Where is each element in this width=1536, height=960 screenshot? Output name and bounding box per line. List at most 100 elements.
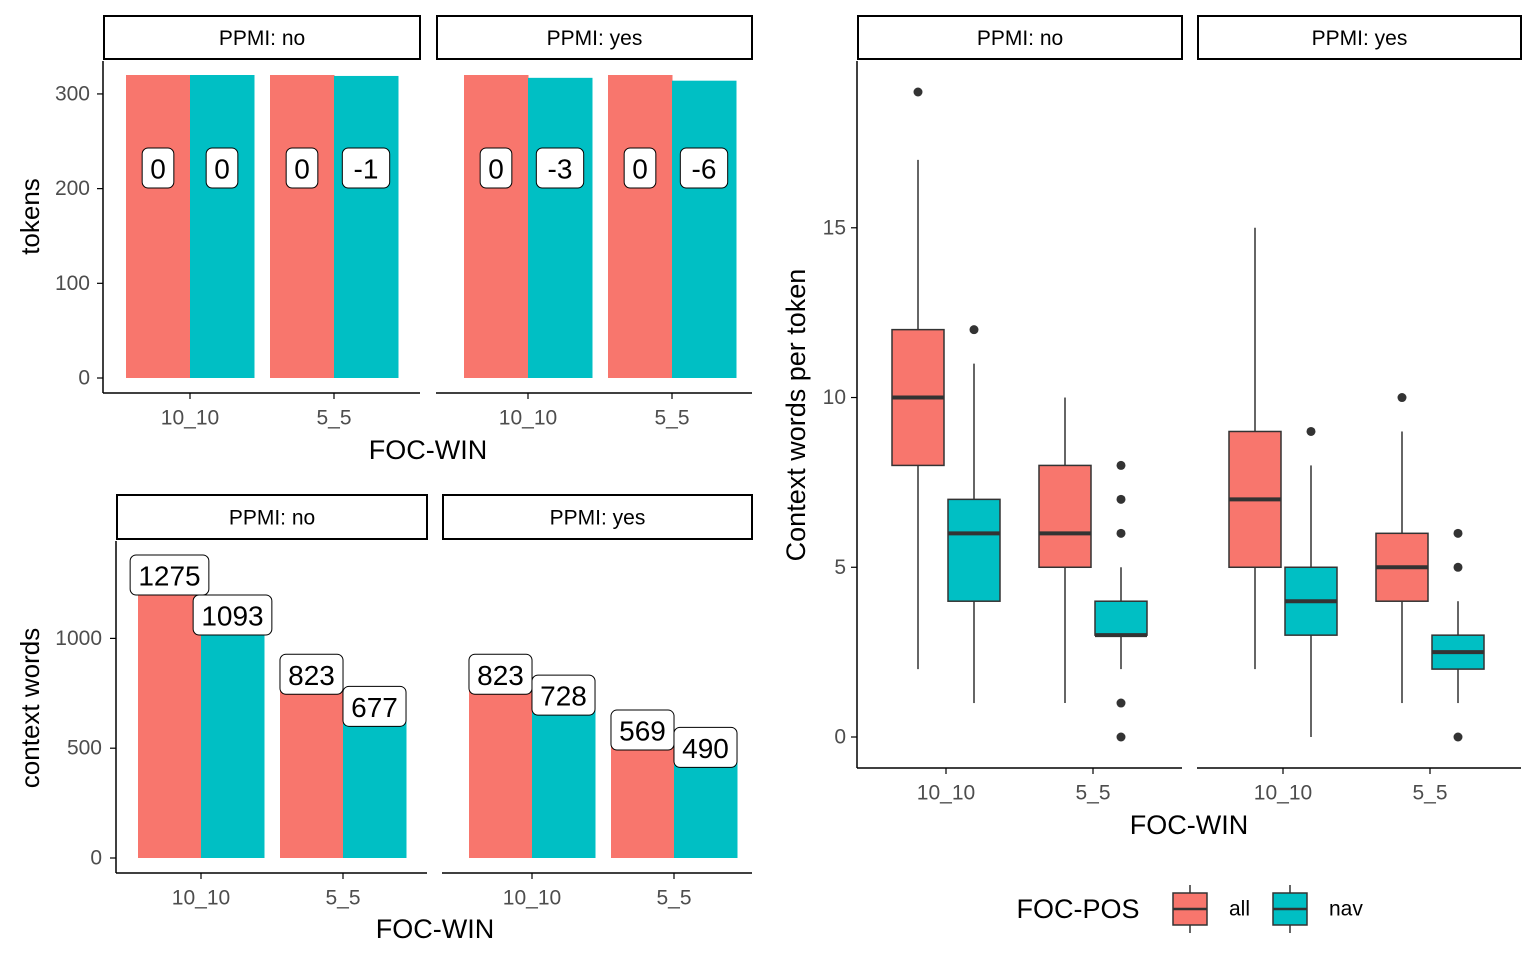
boxplot-outlier-1-3-0 <box>1453 562 1463 572</box>
tokens-ytick-label-2: 200 <box>55 177 90 200</box>
tokens-label-1-nav-0: -3 <box>548 154 573 185</box>
context-label-box-0-nav-1 <box>342 685 407 727</box>
context-bar-0-all-1 <box>280 677 344 858</box>
tokens-label-0-nav-1: -1 <box>354 154 379 185</box>
boxplot-xtick-label-0-0: 10_10 <box>917 782 975 805</box>
tokens-label-box-0-all-1 <box>285 147 319 189</box>
tokens-strip-1-box <box>436 15 753 60</box>
boxplot-box-0-3 <box>1094 600 1148 636</box>
boxplot-outlier-1-3-2 <box>1453 732 1463 742</box>
context-label-0-nav-0: 1093 <box>201 600 263 631</box>
boxplot-outlier-0-3-1 <box>1116 494 1126 504</box>
tokens-label-box-0-nav-0 <box>205 147 239 189</box>
context-xtick-label-1-0: 10_10 <box>503 887 561 910</box>
tokens-bar-0-nav-1 <box>334 75 399 379</box>
tokens-xtick-label-1-1: 5_5 <box>654 407 689 430</box>
boxplot-xlabel: FOC-WIN <box>1130 810 1248 840</box>
tokens-label-0-nav-0: 0 <box>214 154 230 185</box>
context-label-1-all-0: 823 <box>477 660 524 691</box>
boxplot-xtick-label-0-1: 5_5 <box>1075 782 1110 805</box>
boxplot-strip-0-label: PPMI: no <box>977 27 1063 50</box>
tokens-label-box-0-all-0 <box>141 147 175 189</box>
tokens-xtick-label-0-0: 10_10 <box>161 407 219 430</box>
tokens-ytick-label-1: 100 <box>55 272 90 295</box>
boxplot-outlier-1-3-1 <box>1453 528 1463 538</box>
context-bar-1-all-0 <box>469 677 533 858</box>
boxplot-xtick-label-1-1: 5_5 <box>1412 782 1447 805</box>
context-label-0-nav-1: 677 <box>351 692 398 723</box>
tokens-bar-1-nav-1 <box>672 80 737 379</box>
tokens-strip-0-box <box>103 15 421 60</box>
context-label-1-all-1: 569 <box>619 716 666 747</box>
tokens-label-box-1-nav-1 <box>679 147 729 189</box>
context-bar-1-all-1 <box>611 733 675 858</box>
context-bar-0-nav-0 <box>201 617 265 858</box>
context-bar-1-nav-0 <box>532 698 596 858</box>
boxplot-ytick-label-1: 5 <box>834 556 846 579</box>
context-bar-1-nav-1 <box>674 750 738 858</box>
tokens-xtick-label-1-0: 10_10 <box>499 407 557 430</box>
tokens-label-1-nav-1: -6 <box>692 154 717 185</box>
boxplot-outlier-0-3-2 <box>1116 460 1126 470</box>
context-label-box-1-all-0 <box>468 653 533 695</box>
boxplot-outlier-1-2-0 <box>1397 393 1407 403</box>
context-label-box-1-all-1 <box>610 709 675 751</box>
boxplot-ytick-label-3: 15 <box>823 216 846 239</box>
legend-label-nav: nav <box>1329 898 1363 921</box>
tokens-ytick-label-0: 0 <box>78 367 90 390</box>
context-label-box-1-nav-0 <box>531 674 596 716</box>
tokens-label-box-1-all-0 <box>479 147 513 189</box>
boxplot-outlier-0-1-0 <box>969 325 979 335</box>
tokens-xlabel: FOC-WIN <box>369 435 487 465</box>
tokens-bar-1-all-1 <box>608 75 673 378</box>
context-xtick-label-1-1: 5_5 <box>656 887 691 910</box>
context-ylabel: context words <box>15 628 45 788</box>
tokens-label-box-1-all-1 <box>623 147 657 189</box>
tokens-ylabel: tokens <box>15 178 45 255</box>
legend-title: FOC-POS <box>1016 894 1139 924</box>
context-ytick-label-1: 500 <box>67 737 102 760</box>
boxplot-box-0-2 <box>1038 464 1092 569</box>
tokens-bar-0-nav-0 <box>190 75 255 378</box>
boxplot-ytick-label-0: 0 <box>834 726 846 749</box>
boxplot-outlier-0-3-0 <box>1116 528 1126 538</box>
boxplot-outlier-0-3-3 <box>1116 698 1126 708</box>
context-label-box-0-all-0 <box>129 554 210 596</box>
boxplot-box-0-1 <box>947 498 1001 602</box>
context-label-box-1-nav-1 <box>673 726 738 768</box>
boxplot-strip-1-label: PPMI: yes <box>1312 27 1408 50</box>
tokens-bar-0-all-1 <box>270 75 335 378</box>
tokens-label-0-all-0: 0 <box>150 154 166 185</box>
tokens-bar-1-nav-0 <box>528 77 593 378</box>
context-xtick-label-0-1: 5_5 <box>325 887 360 910</box>
tokens-label-box-0-nav-1 <box>341 147 391 189</box>
context-strip-1-label: PPMI: yes <box>550 507 646 530</box>
tokens-label-box-1-nav-0 <box>535 147 585 189</box>
tokens-bar-1-all-0 <box>464 75 529 378</box>
context-label-0-all-0: 1275 <box>138 561 200 592</box>
context-ytick-label-2: 1000 <box>55 627 102 650</box>
tokens-label-1-all-1: 0 <box>632 154 648 185</box>
tokens-strip-0-label: PPMI: no <box>219 27 305 50</box>
context-strip-0-label: PPMI: no <box>229 507 315 530</box>
context-label-1-nav-0: 728 <box>540 681 587 712</box>
boxplot-strip-0-box <box>857 15 1183 60</box>
context-bar-0-nav-1 <box>343 709 407 858</box>
tokens-label-1-all-0: 0 <box>488 154 504 185</box>
boxplot-outlier-0-3-4 <box>1116 732 1126 742</box>
boxplot-outlier-0-0-0 <box>913 87 923 97</box>
tokens-xtick-label-0-1: 5_5 <box>316 407 351 430</box>
boxplot-strip-1-box <box>1197 15 1522 60</box>
context-label-box-0-nav-0 <box>192 594 273 636</box>
context-bar-0-all-0 <box>138 578 202 858</box>
context-strip-1-box <box>442 494 753 540</box>
tokens-label-0-all-1: 0 <box>294 154 310 185</box>
tokens-strip-1-label: PPMI: yes <box>547 27 643 50</box>
tokens-ytick-label-3: 300 <box>55 82 90 105</box>
boxplot-xtick-label-1-0: 10_10 <box>1254 782 1312 805</box>
boxplot-ytick-label-2: 10 <box>823 386 846 409</box>
context-xtick-label-0-0: 10_10 <box>172 887 230 910</box>
context-label-0-all-1: 823 <box>288 660 335 691</box>
boxplot-ylabel: Context words per token <box>781 269 811 562</box>
